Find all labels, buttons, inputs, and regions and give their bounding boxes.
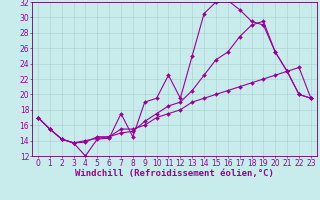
X-axis label: Windchill (Refroidissement éolien,°C): Windchill (Refroidissement éolien,°C) (75, 169, 274, 178)
